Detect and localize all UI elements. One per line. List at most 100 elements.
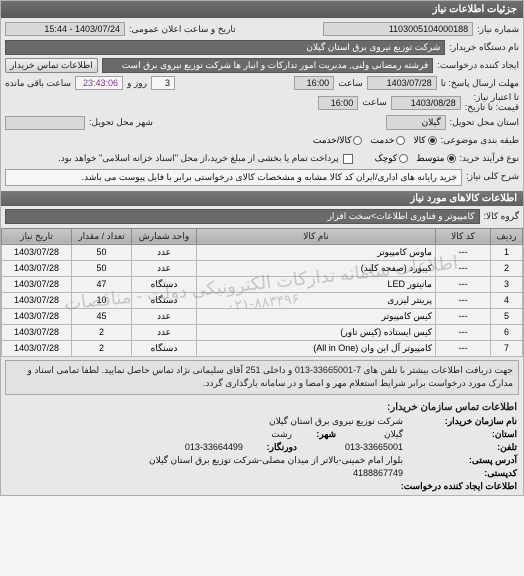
requester-label: ایجاد کننده درخواست: [437,60,519,71]
table-row[interactable]: 6---کیس ایستاده (کیس تاور)عدد21403/07/28 [2,324,523,340]
days-label: روز و [127,78,147,89]
need-desc-label: شرح کلی نیاز: [466,169,519,182]
process-radios: متوسط کوچک [375,153,456,164]
cell-qty: 47 [72,276,132,292]
cell-date: 1403/07/28 [2,292,72,308]
category-radios: کالا خدمت کالا/خدمت [313,135,437,146]
time-label-2: ساعت [362,97,387,108]
reply-deadline-label: مهلت ارسال پاسخ: تا [441,78,519,89]
category-goods-radio[interactable]: کالا [413,135,436,146]
partial-pay-label: پرداخت تمام یا بخشی از مبلغ خرید،از محل … [58,153,338,164]
validity-label: تا اعتبار نیاز: قیمت: تا تاریخ: [465,93,519,113]
time-remaining-suffix: ساعت باقی مانده [5,78,71,89]
col-date: تاریخ نیاز [2,228,72,244]
cell-code: --- [436,244,491,260]
process-small-radio[interactable]: کوچک [375,153,409,164]
contact-postcode-label: کدپستی: [407,468,517,479]
cell-row: 3 [491,276,523,292]
radio-icon [396,136,405,145]
process-medium-label: متوسط [416,153,444,164]
table-row[interactable]: 5---کیس کامپیوترعدد451403/07/28 [2,308,523,324]
table-header-row: ردیف کد کالا نام کالا واحد شمارش تعداد /… [2,228,523,244]
process-medium-radio[interactable]: متوسط [416,153,455,164]
contact-area: نام سازمان خریدار: شرکت توزیع نیروی برق … [1,413,523,495]
radio-icon [353,136,362,145]
contact-city-label: شهر: [296,429,336,440]
cell-unit: عدد [132,260,197,276]
contact-org-label: نام سازمان خریدار: [407,416,517,427]
goods-group-value: کامپیوتر و فناوری اطلاعات>سخت افزار [5,209,480,224]
need-desc-value: خرید رایانه های اداری/ایران کد کالا مشاب… [5,169,462,186]
cell-row: 7 [491,340,523,356]
cell-row: 1 [491,244,523,260]
process-label: نوع فرآیند خرید: [460,153,520,164]
goods-table-wrap: ردیف کد کالا نام کالا واحد شمارش تعداد /… [1,228,523,357]
cell-date: 1403/07/28 [2,340,72,356]
buyer-contact-button[interactable]: اطلاعات تماس خریدار [5,58,98,73]
contact-postcode-value: 4188867749 [353,468,403,478]
buyer-org-value: شرکت توزیع نیروی برق استان گیلان [5,40,445,55]
cell-qty: 2 [72,340,132,356]
contact-fax-value: 013-33664499 [185,442,243,452]
col-unit: واحد شمارش [132,228,197,244]
contact-phone-value: 013-33665001 [345,442,403,452]
goods-group-label: گروه کالا: [484,211,519,222]
cell-name: کیبورد (صفحه کلید) [197,260,436,276]
cell-qty: 2 [72,324,132,340]
cell-row: 2 [491,260,523,276]
table-row[interactable]: 4---پرینتر لیزریدستگاه101403/07/28 [2,292,523,308]
cell-date: 1403/07/28 [2,260,72,276]
contact-province-value: گیلان [384,429,403,440]
category-service-radio[interactable]: خدمت [370,135,405,146]
process-small-label: کوچک [375,153,398,164]
cell-unit: دستگاه [132,340,197,356]
contact-province-label: استان: [407,429,517,440]
cell-code: --- [436,292,491,308]
cell-qty: 10 [72,292,132,308]
radio-icon [447,154,456,163]
announce-value: 1403/07/24 - 15:44 [5,22,125,36]
cell-date: 1403/07/28 [2,324,72,340]
table-row[interactable]: 2---کیبورد (صفحه کلید)عدد501403/07/28 [2,260,523,276]
cell-name: کیس کامپیوتر [197,308,436,324]
cell-unit: عدد [132,244,197,260]
table-row[interactable]: 1---ماوس کامپیوترعدد501403/07/28 [2,244,523,260]
radio-icon [428,136,437,145]
col-row: ردیف [491,228,523,244]
need-no-label: شماره نیاز: [477,24,519,35]
contact-fax-label: دورنگار: [247,442,297,453]
contact-phone-label: تلفن: [407,442,517,453]
table-row[interactable]: 7---کامپیوتر آل این وان (All in One)دستگ… [2,340,523,356]
partial-pay-checkbox[interactable] [343,154,353,164]
col-qty: تعداد / مقدار [72,228,132,244]
cell-code: --- [436,276,491,292]
col-code: کد کالا [436,228,491,244]
cell-code: --- [436,340,491,356]
cell-code: --- [436,308,491,324]
delivery-province-value: گیلان [386,115,446,130]
validity-time: 16:00 [318,96,358,110]
time-label-1: ساعت [338,78,363,89]
cell-name: مانیتور LED [197,276,436,292]
buyer-org-label: نام دستگاه خریدار: [449,42,519,53]
contact-address-value: بلوار امام خمینی-بالاتر از میدان مصلی-شر… [149,455,403,466]
cell-date: 1403/07/28 [2,308,72,324]
contact-creator-label: اطلاعات ایجاد کننده درخواست: [347,481,517,492]
cell-code: --- [436,260,491,276]
category-goods-service-radio[interactable]: کالا/خدمت [313,135,363,146]
cell-date: 1403/07/28 [2,276,72,292]
days-remaining: 3 [151,76,175,90]
reply-deadline-time: 16:00 [294,76,334,90]
cell-row: 6 [491,324,523,340]
form-area: شماره نیاز: 1103005104000188 تاریخ و ساع… [1,18,523,189]
cell-unit: دستگاه [132,276,197,292]
table-row[interactable]: 3---مانیتور LEDدستگاه471403/07/28 [2,276,523,292]
cell-date: 1403/07/28 [2,244,72,260]
contact-title: اطلاعات تماس سازمان خریدار: [1,398,523,413]
announce-label: تاریخ و ساعت اعلان عمومی: [129,24,236,35]
contact-address-label: آدرس پستی: [407,455,517,466]
delivery-city-value [5,116,85,130]
cell-name: کامپیوتر آل این وان (All in One) [197,340,436,356]
time-remaining: 23:43:06 [75,76,123,90]
goods-table: ردیف کد کالا نام کالا واحد شمارش تعداد /… [1,228,523,357]
